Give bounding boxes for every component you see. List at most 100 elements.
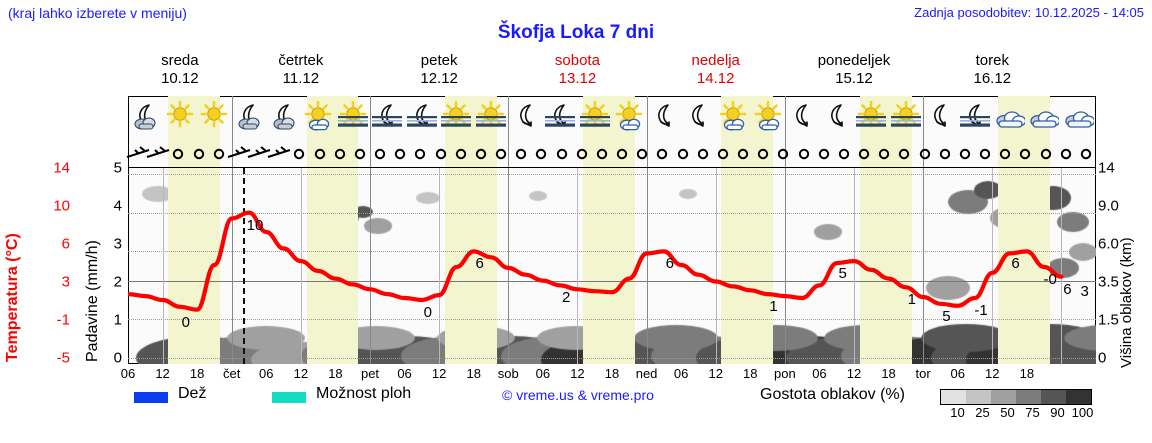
- cloud-density-tick-label: 10: [950, 405, 965, 420]
- moon-cloud-icon: [130, 97, 160, 137]
- hour-label: 12: [985, 366, 1000, 381]
- day-date: 15.12: [835, 70, 873, 87]
- temperature-point-label: 2: [561, 289, 571, 307]
- temperature-point-label: 3: [1080, 282, 1089, 300]
- wind-calm-icon: [428, 143, 454, 165]
- chart-legend: Dež Možnost ploh © vreme.us & vreme.pro …: [0, 385, 1152, 434]
- wind-calm-icon: [549, 143, 575, 165]
- day-date: 10.12: [161, 70, 199, 87]
- gridline-vertical: [370, 168, 371, 364]
- chart-graph-area: 0 10 0 6 2 6 1 5 1 5 -1 6 -0 6 3: [128, 168, 1096, 364]
- daylight-band: [444, 140, 497, 167]
- day-name: nedelja: [691, 52, 740, 69]
- day-separator: [508, 96, 510, 140]
- day-separator: [923, 140, 925, 167]
- sun-icon: [199, 97, 229, 137]
- hour-label: sob: [497, 366, 519, 381]
- hour-label: čet: [223, 366, 241, 381]
- temperature-point-label: 0: [181, 313, 191, 331]
- wind-calm-icon: [609, 143, 635, 165]
- moon-cloud-icon: [234, 97, 264, 137]
- wind-calm-icon: [690, 143, 716, 165]
- cloud-density-tick-label: 100: [1071, 405, 1094, 420]
- hour-label: 06: [259, 366, 274, 381]
- temperature-tick-label: 14: [53, 159, 70, 177]
- temperature-axis-ticks: 14 10 6 3 -1 -5: [30, 159, 70, 367]
- wind-calm-icon: [912, 143, 938, 165]
- daylight-band: [859, 168, 912, 364]
- temperature-point-label: 10: [246, 216, 264, 234]
- cloud-density-ramp-step: [991, 390, 1016, 404]
- showers-legend-label: Možnost ploh: [316, 385, 412, 402]
- cloud-density-tick-label: 90: [1050, 405, 1065, 420]
- day-separator: [784, 96, 786, 140]
- cloud-height-tick-label: 6.0: [1098, 235, 1119, 253]
- temperature-point-label: 1: [907, 291, 917, 309]
- wind-barb-icon: [226, 143, 252, 165]
- temperature-point-label: 1: [769, 298, 778, 316]
- gridline-vertical: [784, 168, 786, 364]
- hour-axis-labels: 06 12 18 čet 06 12 18 pet 06 12 18 sob 06 12 18 ned 06 12…: [121, 366, 1096, 382]
- wind-calm-icon: [992, 143, 1018, 165]
- day-header-sobota: sobota 13.12: [507, 52, 647, 88]
- day-date: 13.12: [558, 70, 597, 87]
- day-header-torek: torek 16.12: [922, 52, 1062, 88]
- weather-icon-band: [128, 96, 1096, 140]
- temperature-line: [128, 210, 1064, 312]
- gridline-vertical: [162, 168, 164, 364]
- cloud-density-tick-label: 25: [975, 405, 990, 420]
- wind-calm-icon: [165, 143, 191, 165]
- rain-legend-swatch: [134, 392, 168, 403]
- wind-calm-icon: [750, 143, 776, 165]
- sun-icon: [165, 97, 195, 137]
- daylight-band: [306, 168, 359, 364]
- gridline-vertical: [577, 168, 579, 364]
- temperature-point-label: 5: [942, 307, 951, 325]
- wind-barb-icon: [125, 143, 151, 165]
- cloud-icon: [1064, 97, 1094, 137]
- wind-barb-icon: [266, 143, 292, 165]
- sun-fog-icon: [441, 97, 472, 137]
- gridline-vertical: [715, 168, 717, 364]
- day-name: sobota: [554, 52, 600, 69]
- daylight-band: [583, 168, 636, 364]
- gridline-vertical: [439, 168, 441, 364]
- cloud-density-legend-title: Gostota oblakov (%): [760, 386, 905, 403]
- precipitation-tick-label: 0: [113, 349, 122, 367]
- wind-calm-icon: [891, 143, 917, 165]
- wind-calm-icon: [569, 143, 595, 165]
- cloud-height-tick-label: 1.5: [1098, 311, 1119, 329]
- hour-label: 18: [881, 366, 896, 381]
- wind-calm-icon: [407, 143, 433, 165]
- moon-fog-icon: [372, 97, 403, 137]
- wind-calm-icon: [468, 143, 494, 165]
- wind-calm-icon: [932, 143, 958, 165]
- temperature-tick-label: -1: [56, 311, 70, 329]
- temperature-tick-label: -5: [56, 349, 70, 367]
- wind-calm-icon: [952, 143, 978, 165]
- wind-calm-icon: [831, 143, 857, 165]
- moon-icon: [683, 97, 713, 137]
- gridline-vertical: [300, 168, 302, 364]
- cloud-icon: [1029, 97, 1060, 137]
- cloud-density-tick-label: 50: [1000, 405, 1015, 420]
- day-date: 11.12: [282, 70, 320, 87]
- precipitation-axis-title: Padavine (mm/h): [84, 240, 101, 362]
- wind-calm-icon: [206, 143, 232, 165]
- wind-calm-icon: [629, 143, 655, 165]
- page-title: Škofja Loka 7 dni: [497, 22, 655, 43]
- hour-label: 12: [155, 366, 170, 381]
- daylight-band: [721, 168, 774, 364]
- precipitation-tick-label: 2: [113, 273, 122, 291]
- copyright-link[interactable]: © vreme.us & vreme.pro: [502, 387, 654, 403]
- wind-calm-icon: [307, 143, 333, 165]
- hour-label: 12: [570, 366, 585, 381]
- wind-calm-icon: [1012, 143, 1038, 165]
- hour-label: 18: [328, 366, 343, 381]
- temperature-point-label: -1: [974, 302, 988, 320]
- gridline-horizontal: [128, 212, 1096, 214]
- gridline-vertical: [231, 168, 233, 364]
- gridline-horizontal: [128, 319, 1096, 321]
- sun-cloud-icon: [614, 97, 644, 137]
- wind-calm-icon: [589, 143, 615, 165]
